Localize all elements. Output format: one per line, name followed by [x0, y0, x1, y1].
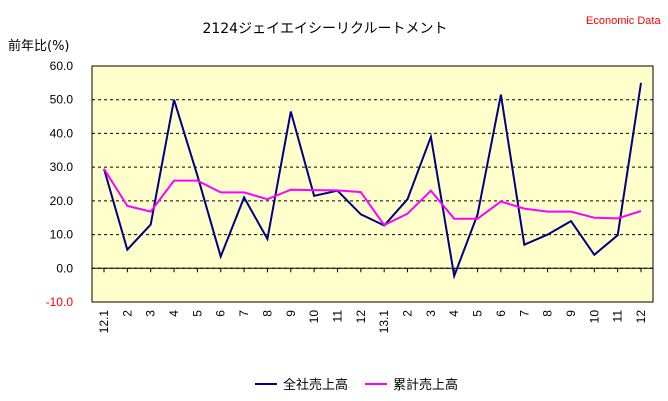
- chart-title: 2124ジェイエイシーリクルートメント: [202, 21, 447, 37]
- x-tick-label: 2: [401, 310, 415, 317]
- y-axis-label: 前年比(%): [8, 38, 70, 54]
- x-tick-label: 9: [564, 310, 578, 317]
- x-tick-label: 7: [237, 310, 251, 317]
- x-tick-label: 3: [144, 310, 158, 317]
- x-tick-label: 5: [190, 310, 204, 317]
- x-tick-label: 6: [494, 310, 508, 317]
- x-tick-label: 12: [634, 310, 648, 324]
- x-tick-label: 3: [424, 310, 438, 317]
- legend-label-series-2: 累計売上高: [393, 377, 458, 393]
- x-tick-label: 11: [330, 310, 344, 323]
- y-axis-ticks: 60.0 50.0 40.0 30.0 20.0 10.0 0.0 -10.0: [46, 59, 74, 309]
- y-tick-label: 0.0: [56, 261, 73, 275]
- x-tick-label: 7: [517, 310, 531, 317]
- x-tick-label: 6: [214, 310, 228, 317]
- x-tick-label: 13.1: [377, 310, 391, 334]
- y-tick-label: 20.0: [50, 194, 74, 208]
- x-tick-label: 12.1: [97, 310, 111, 334]
- y-tick-label: 30.0: [50, 160, 74, 174]
- x-tick-label: 10: [587, 310, 601, 324]
- x-tick-label: 10: [307, 310, 321, 324]
- series-line-1: [103, 82, 642, 280]
- x-tick-label: 4: [447, 310, 461, 317]
- legend: 全社売上高 累計売上高: [255, 377, 458, 393]
- x-axis-ticks: 12.1 2 3 4 5 6 7 8 9 10 11 12 13.1 2 3 4 5 6 7 8 9 10 11 12: [97, 268, 648, 333]
- y-tick-label: 60.0: [50, 59, 74, 73]
- y-tick-label: 50.0: [50, 93, 74, 107]
- x-tick-label: 11: [611, 310, 625, 323]
- x-tick-label: 8: [260, 310, 274, 317]
- y-tick-label: 40.0: [50, 126, 74, 140]
- x-tick-label: 12: [354, 310, 368, 324]
- x-tick-label: 2: [120, 310, 134, 317]
- y-tick-label: 10.0: [50, 228, 74, 242]
- y-tick-label: -10.0: [46, 295, 74, 309]
- x-tick-label: 9: [284, 310, 298, 317]
- x-tick-label: 5: [471, 310, 485, 317]
- grid-lines: [92, 99, 653, 269]
- x-tick-label: 8: [541, 310, 555, 317]
- series-line-2: [103, 168, 642, 227]
- credit-label: Economic Data: [586, 15, 661, 27]
- series-lines: [103, 82, 642, 280]
- plot-area: [91, 65, 654, 303]
- x-tick-label: 4: [167, 310, 181, 317]
- legend-label-series-1: 全社売上高: [283, 377, 348, 393]
